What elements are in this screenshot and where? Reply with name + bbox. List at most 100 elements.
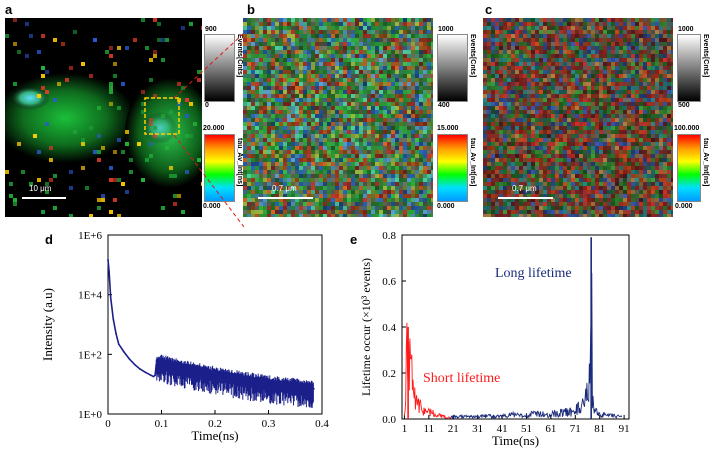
decay-point: [152, 375, 155, 378]
decay-point: [144, 371, 147, 374]
lifetime-colorbar-c: [677, 134, 701, 202]
lifetime-min-b: 0.000: [437, 203, 455, 210]
lifetime-colorbar-b: [437, 134, 468, 202]
lifetime-max-a: 20.000: [203, 125, 225, 132]
panel-label-b: b: [247, 2, 255, 17]
decay-point: [123, 351, 125, 353]
y-tick-label-e: 0.0: [382, 414, 396, 426]
chart-e-frame: [401, 234, 630, 420]
x-tick-label-d: 0.3: [262, 418, 276, 430]
x-tick-label-e: 71: [570, 423, 581, 435]
panel-label-a: a: [5, 2, 13, 17]
decay-point: [240, 379, 243, 381]
short-lifetime-line: [403, 322, 452, 419]
y-tick-label-d: 1E+0: [78, 409, 102, 421]
flim-image-a: [5, 18, 202, 217]
y-tick-label-d: 1E+4: [78, 290, 102, 302]
flim-image-b-canvas: [243, 18, 433, 217]
lifetime-colorbar-a: [204, 134, 235, 202]
x-tick-label-d: 0: [105, 418, 111, 430]
y-tick-label-e: 0.8: [382, 230, 396, 242]
intensity-max-c: 1000: [678, 26, 694, 33]
x-tick-label-e: 61: [545, 423, 556, 435]
chart-d: 0 0.1 0.2 0.3 0.4 1E+0 1E+2 1E+4 1E+6 Time(ns) Int…: [40, 230, 329, 443]
x-tick-label-e: 81: [594, 423, 605, 435]
annotation-short-lifetime: Short lifetime: [423, 371, 500, 386]
x-axis-label-d: Time(ns): [191, 428, 238, 443]
decay-point: [214, 374, 216, 376]
decay-point: [107, 258, 109, 261]
scalebar-c: [498, 197, 553, 199]
scalebar-c-label: 0.7 μm: [512, 184, 537, 193]
decay-point: [155, 363, 157, 366]
y-tick-label-e: 0.4: [382, 322, 396, 334]
decay-point: [171, 365, 173, 368]
scalebar-a: [22, 197, 66, 199]
panel-label-d: d: [45, 232, 53, 247]
flim-image-a-canvas: [5, 18, 202, 217]
lifetime-max-c: 100.000: [674, 125, 700, 132]
intensity-min-c: 500: [678, 102, 690, 109]
decay-point: [112, 318, 115, 321]
x-tick-label-e: 91: [619, 423, 630, 435]
decay-point: [187, 369, 190, 371]
y-axis-label-d: Intensity (a.u): [40, 288, 55, 361]
panel-label-e: e: [350, 232, 358, 247]
x-tick-label-d: 0.2: [208, 418, 222, 430]
intensity-colorbar-a: [204, 34, 235, 102]
x-tick-label-e: 21: [448, 423, 459, 435]
flim-image-c-canvas: [483, 18, 673, 217]
decay-point: [160, 362, 163, 365]
lifetime-title-b: tau_Av_Int[ns]: [469, 138, 476, 187]
y-tick-label-e: 0.6: [382, 276, 396, 288]
decay-point: [154, 374, 156, 376]
decay-point: [267, 383, 270, 385]
intensity-min-a: 0: [205, 102, 209, 109]
flim-image-b: [243, 18, 433, 217]
x-tick-label-e: 1: [402, 423, 408, 435]
intensity-max-b: 1000: [438, 26, 454, 33]
long-lifetime-line: [450, 272, 623, 420]
panel-label-c: c: [485, 2, 493, 17]
lifetime-min-a: 0.000: [203, 203, 221, 210]
intensity-max-a: 900: [205, 26, 217, 33]
intensity-min-b: 400: [438, 102, 450, 109]
annotation-long-lifetime: Long lifetime: [495, 266, 572, 281]
zoom-lines: [173, 32, 245, 228]
decay-point: [294, 386, 297, 388]
y-tick-label-d: 1E+2: [78, 349, 102, 361]
decay-point: [115, 332, 117, 335]
decay-point: [109, 296, 112, 299]
decay-point: [108, 270, 110, 273]
x-tick-label-e: 31: [472, 423, 483, 435]
x-tick-label-d: 0.1: [155, 418, 169, 430]
y-tick-label-e: 0.2: [382, 368, 396, 380]
lifetime-max-b: 15.000: [437, 125, 459, 132]
decay-point: [133, 363, 136, 366]
decay-point: [128, 358, 131, 360]
scalebar-a-label: 10 μm: [29, 184, 52, 193]
lifetime-title-c: tau_Av_Int[ns]: [702, 138, 709, 187]
roi-box: [144, 97, 180, 135]
chart-e: 1 11 21 31 41 51 61 71 81 910.00.20.40.60.8Time(n…: [359, 230, 630, 448]
scalebar-b: [258, 197, 313, 199]
intensity-colorbar-b: [437, 34, 468, 102]
x-tick-label-e: 51: [521, 423, 532, 435]
scalebar-b-label: 0.7 μm: [272, 184, 297, 193]
decay-point: [150, 374, 152, 376]
x-tick-label-e: 11: [424, 423, 435, 435]
decay-point: [117, 343, 120, 345]
intensity-title-b: Events[Cnts]: [469, 34, 476, 78]
lifetime-min-c: 0.000: [675, 203, 693, 210]
x-axis-label-e: Time(ns): [492, 433, 539, 448]
decay-point: [313, 387, 315, 390]
intensity-title-c: Events[Cnts]: [702, 34, 709, 78]
y-axis-label-e: Lifetime occur (×10³ events): [359, 258, 373, 396]
decay-point: [139, 368, 141, 370]
x-tick-label-d: 0.4: [315, 418, 329, 430]
x-tick-label-e: 41: [497, 423, 508, 435]
flim-image-c: [483, 18, 673, 217]
y-tick-label-d: 1E+6: [78, 230, 102, 242]
intensity-colorbar-c: [677, 34, 701, 102]
decay-noise-band: [155, 354, 314, 408]
